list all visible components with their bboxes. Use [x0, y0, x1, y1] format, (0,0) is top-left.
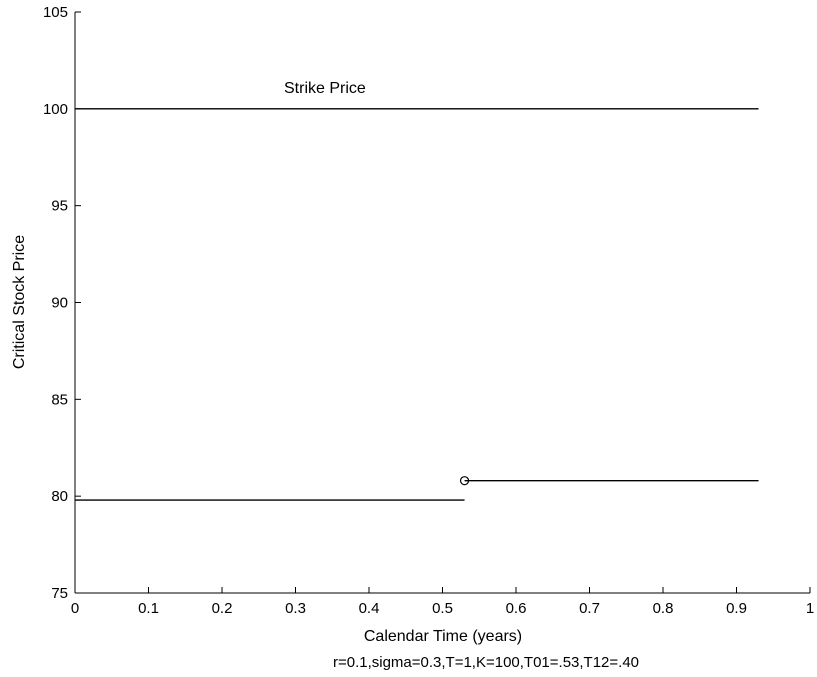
y-tick-label: 105 [43, 4, 68, 21]
marker-layer [459, 476, 470, 486]
series-layer [75, 108, 759, 501]
x-tick-label: 0.5 [432, 600, 453, 617]
y-tick-label: 95 [51, 198, 68, 215]
y-tick-label: 80 [51, 488, 68, 505]
y-tick-label: 75 [51, 585, 68, 602]
x-tick-label: 0.8 [653, 600, 674, 617]
x-tick-label: 0.7 [579, 600, 600, 617]
x-axis-label: Calendar Time (years) [364, 628, 522, 645]
x-tick-label: 0.6 [506, 600, 527, 617]
y-tick-label: 90 [51, 295, 68, 312]
strike-price-annotation: Strike Price [284, 80, 366, 97]
y-ticks: 75 80 85 90 95 100 105 [43, 4, 81, 602]
y-tick-label: 85 [51, 391, 68, 408]
plot-area: 0 0.1 0.2 0.3 0.4 0.5 0.6 0.7 0.8 0.9 1 75 80 85 90 95… [43, 4, 814, 617]
x-tick-label: 0.2 [212, 600, 233, 617]
x-tick-label: 0 [71, 600, 79, 617]
circle-marker [459, 476, 470, 486]
x-tick-label: 0.4 [359, 600, 380, 617]
x-tick-label: 0.1 [138, 600, 159, 617]
x-tick-label: 0.9 [726, 600, 747, 617]
x-tick-label: 1 [806, 600, 814, 617]
x-tick-label: 0.3 [285, 600, 306, 617]
y-tick-label: 100 [43, 101, 68, 118]
annotation-layer: Strike Price [284, 80, 366, 97]
y-axis-label: Critical Stock Price [11, 235, 28, 369]
chart-caption: r=0.1,sigma=0.3,T=1,K=100,T01=.53,T12=.4… [333, 654, 639, 671]
x-ticks: 0 0.1 0.2 0.3 0.4 0.5 0.6 0.7 0.8 0.9 1 [71, 587, 814, 617]
